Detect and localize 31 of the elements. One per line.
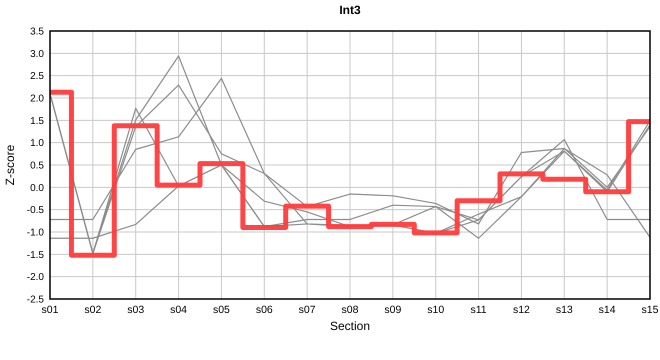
x-tick-label: s01 — [42, 304, 59, 316]
y-tick-label: -2.0 — [26, 272, 44, 284]
x-tick-label: s04 — [170, 304, 188, 316]
x-tick-label: s03 — [127, 304, 144, 316]
y-tick-label: -1.0 — [26, 228, 44, 238]
x-tick-label: s10 — [427, 304, 444, 316]
y-tick-label: 3.5 — [30, 26, 44, 38]
y-tick-label: 0.5 — [30, 160, 44, 172]
y-axis-title: Z-score — [3, 144, 17, 186]
y-tick-label: 2.5 — [30, 71, 44, 82]
y-tick-label: 1.0 — [30, 138, 44, 150]
x-tick-label: s05 — [212, 304, 230, 316]
y-tick-label: -2.5 — [26, 294, 44, 306]
x-axis-title: Section — [330, 319, 370, 333]
x-tick-label: s13 — [556, 304, 573, 316]
y-tick-label: -0.5 — [26, 205, 44, 216]
y-tick-label: 3.0 — [30, 48, 44, 60]
x-tick-label: s11 — [470, 304, 487, 316]
x-tick-label: s02 — [84, 304, 102, 316]
x-tick-label: s06 — [256, 304, 273, 316]
x-tick-label: s14 — [598, 304, 616, 316]
x-tick-label: s07 — [298, 304, 316, 316]
y-tick-label: -1.5 — [26, 250, 44, 261]
chart-title: Int3 — [339, 3, 361, 17]
x-tick-label: s09 — [384, 304, 402, 316]
x-tick-label: s12 — [512, 304, 530, 316]
y-tick-label: 2.0 — [30, 94, 44, 104]
y-tick-label: 0.0 — [30, 182, 44, 194]
y-tick-label: 1.5 — [30, 116, 44, 127]
x-tick-label: s08 — [342, 304, 359, 316]
x-tick-label: s15 — [642, 304, 659, 316]
